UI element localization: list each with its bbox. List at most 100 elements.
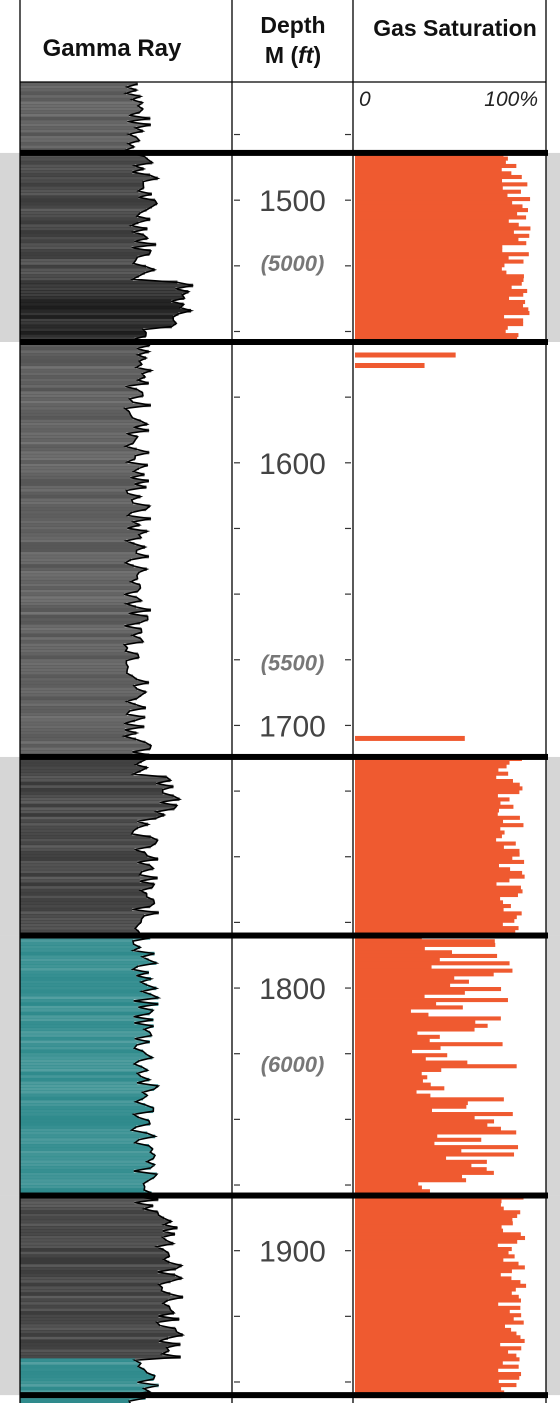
gamma-ray-strip: [20, 731, 137, 735]
gas-saturation-bar: [355, 263, 505, 268]
gamma-ray-strip: [20, 1071, 138, 1076]
gamma-ray-strip: [20, 321, 177, 326]
gamma-ray-strip: [20, 816, 157, 820]
gas-stringer: [355, 363, 425, 369]
gamma-ray-strip: [20, 160, 153, 165]
gamma-ray-strip: [20, 655, 139, 660]
depth-header-line1: Depth: [260, 12, 325, 38]
depth-feet-label: (5000): [261, 251, 325, 276]
gamma-ray-strip: [20, 1147, 153, 1151]
gas-saturation-bar: [355, 1228, 504, 1233]
gas-saturation-bar: [355, 878, 510, 883]
gamma-ray-strip: [20, 885, 153, 890]
gamma-ray-strip: [20, 1065, 143, 1069]
gas-saturation-bar: [355, 812, 498, 817]
gamma-ray-strip: [20, 1358, 135, 1363]
gamma-ray-strip: [20, 497, 132, 502]
gamma-ray-strip: [20, 353, 138, 357]
gamma-ray-strip: [20, 1128, 132, 1132]
gamma-ray-strip: [20, 419, 141, 423]
gamma-ray-strip: [20, 129, 143, 133]
gamma-ray-strip: [20, 113, 129, 118]
gas-saturation-bar: [355, 329, 506, 334]
gamma-ray-strip: [20, 939, 133, 943]
gas-saturation-bar: [355, 1243, 498, 1248]
gamma-ray-strip: [20, 1017, 154, 1022]
gas-saturation-bar: [355, 1386, 502, 1391]
gamma-ray-strip: [20, 1364, 139, 1369]
gamma-ray-strip: [20, 674, 133, 679]
gas-saturation-bar: [355, 314, 505, 319]
gas-saturation-bar: [355, 189, 521, 194]
gamma-ray-strip: [20, 712, 127, 716]
gamma-ray-strip: [20, 624, 125, 628]
gamma-ray-strip: [20, 1008, 154, 1013]
gamma-ray-strip: [20, 1304, 170, 1309]
gamma-ray-strip: [20, 964, 138, 969]
gamma-ray-strip: [20, 479, 149, 483]
gamma-ray-strip: [20, 630, 142, 635]
gamma-ray-strip: [20, 683, 135, 688]
gamma-ray-strip: [20, 828, 134, 833]
gas-saturation-bar: [355, 1298, 521, 1303]
gamma-ray-strip: [20, 1052, 147, 1057]
gamma-ray-strip: [20, 1125, 137, 1129]
gas-saturation-bar: [355, 163, 517, 169]
gamma-ray-strip: [20, 523, 140, 527]
gamma-ray-strip: [20, 198, 156, 203]
gamma-ray-strip: [20, 141, 129, 146]
gamma-ray-strip: [20, 1367, 145, 1372]
gamma-ray-strip: [20, 545, 146, 549]
gas-saturation-bar: [355, 1181, 419, 1186]
gas-saturation-bar: [355, 1217, 513, 1222]
gamma-ray-strip: [20, 409, 130, 414]
gamma-ray-strip: [20, 1021, 135, 1025]
gamma-ray-strip: [20, 850, 146, 855]
gamma-ray-strip: [20, 1260, 170, 1265]
gamma-ray-strip: [20, 1166, 151, 1170]
depth-tick-label: 1500: [259, 185, 326, 218]
gas-saturation-bar: [355, 1178, 467, 1183]
gamma-ray-strip: [20, 961, 157, 965]
gamma-ray-strip: [20, 330, 147, 335]
gas-saturation-bar: [355, 1269, 512, 1274]
gamma-ray-strip: [20, 1389, 150, 1394]
gas-saturation-bar: [355, 160, 506, 165]
gas-saturation-bar: [355, 1379, 499, 1384]
gamma-ray-strip: [20, 1399, 130, 1403]
gamma-ray-strip: [20, 1210, 158, 1214]
gamma-ray-strip: [20, 1040, 150, 1044]
gamma-ray-strip: [20, 1087, 155, 1091]
zone-boundary-line: [20, 149, 548, 156]
gamma-ray-strip: [20, 1112, 134, 1117]
gamma-ray-strip: [20, 879, 140, 883]
gas-saturation-bar: [355, 288, 528, 294]
depth-feet-label: (5500): [261, 650, 325, 675]
gamma-ray-strip: [20, 945, 141, 950]
gamma-ray-strip: [20, 1074, 141, 1079]
gas-saturation-bar: [355, 915, 517, 920]
gamma-ray-strip: [20, 532, 139, 537]
gamma-ray-strip: [20, 1137, 140, 1142]
gas-saturation-bar: [355, 237, 519, 242]
gas-saturation-bar: [355, 1174, 463, 1179]
gamma-ray-strip: [20, 668, 128, 672]
gas-scale-min: 0: [359, 88, 371, 111]
gamma-ray-strip: [20, 652, 138, 657]
gamma-ray-strip: [20, 85, 128, 89]
gas-saturation-bar: [355, 797, 510, 802]
gamma-ray-strip: [20, 475, 131, 480]
gamma-ray-strip: [20, 649, 126, 653]
gas-saturation-bar: [355, 197, 531, 202]
gamma-ray-strip: [20, 472, 145, 477]
gamma-ray-strip: [20, 1002, 159, 1006]
gamma-ray-strip: [20, 167, 144, 171]
gas-saturation-bar: [355, 211, 518, 216]
gamma-ray-strip: [20, 746, 151, 751]
gas-saturation-bar: [355, 911, 522, 916]
gamma-ray-strip: [20, 898, 154, 902]
gas-saturation-bar: [355, 1320, 524, 1325]
gamma-ray-strip: [20, 617, 148, 622]
gamma-ray-strip: [20, 1043, 137, 1047]
gamma-ray-strip: [20, 564, 134, 568]
